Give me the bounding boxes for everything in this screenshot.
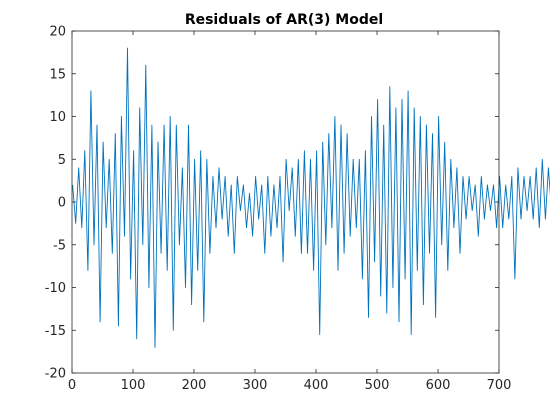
- y-tick-label: 5: [58, 153, 66, 168]
- x-tick-label: 700: [487, 378, 512, 393]
- chart-title: Residuals of AR(3) Model: [185, 12, 383, 28]
- series-line-0: [72, 47, 550, 348]
- x-tick-label: 600: [426, 378, 451, 393]
- x-axis: 0 100 200 300 400 500 600 700: [68, 31, 512, 393]
- x-tick-label: 0: [68, 378, 76, 393]
- x-tick-label: 100: [121, 378, 146, 393]
- series-layer: [72, 47, 550, 348]
- y-tick-label: -10: [45, 281, 66, 296]
- x-tick-label: 300: [243, 378, 268, 393]
- x-tick-label: 500: [365, 378, 390, 393]
- y-tick-label: 15: [49, 67, 66, 82]
- y-tick-label: -20: [45, 367, 66, 382]
- y-tick-label: -15: [45, 324, 66, 339]
- x-tick-label: 200: [182, 378, 207, 393]
- y-tick-label: 20: [49, 25, 66, 40]
- x-tick-label: 400: [304, 378, 329, 393]
- y-axis: -20 -15 -10 -5 0 5 10 15 20: [45, 25, 499, 382]
- y-tick-label: 0: [58, 196, 66, 211]
- y-tick-label: 10: [49, 110, 66, 125]
- y-tick-label: -5: [53, 238, 66, 253]
